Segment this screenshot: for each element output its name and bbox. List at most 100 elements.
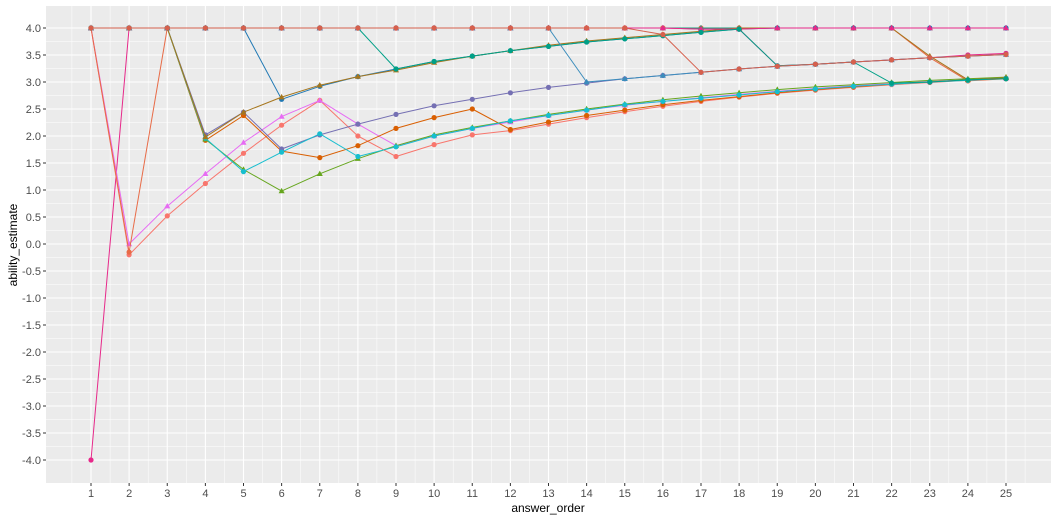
data-point xyxy=(278,113,285,119)
data-point xyxy=(316,97,323,103)
y-tick-label: -1.0 xyxy=(22,293,41,305)
y-tick-label: -4.0 xyxy=(22,455,41,467)
data-point xyxy=(240,139,247,145)
data-point xyxy=(621,75,628,81)
data-point xyxy=(469,53,475,59)
data-point xyxy=(964,24,971,31)
x-tick-label: 22 xyxy=(886,488,898,500)
data-point xyxy=(622,102,628,108)
data-point xyxy=(850,59,857,65)
data-point xyxy=(584,112,590,119)
data-point xyxy=(469,125,475,131)
data-point xyxy=(202,133,209,140)
data-point xyxy=(240,25,247,31)
data-point xyxy=(126,249,132,255)
data-point xyxy=(889,80,895,86)
data-point xyxy=(736,92,742,98)
data-point xyxy=(659,72,666,78)
data-point xyxy=(927,55,933,61)
y-tick-label: 4.0 xyxy=(26,23,41,35)
data-point xyxy=(850,24,857,31)
data-point xyxy=(888,24,895,31)
data-point xyxy=(316,170,323,176)
x-tick-label: 14 xyxy=(581,488,593,500)
y-tick-label: 1.0 xyxy=(26,185,41,197)
data-point xyxy=(698,95,704,101)
y-axis-ticks: -4.0 -3.5 -3.0 -2.5 -2.0 -1.5 -1.0 -0.5 0.0 0.5 1.… xyxy=(22,23,46,467)
data-point xyxy=(164,203,171,209)
data-point xyxy=(545,25,552,31)
data-point xyxy=(926,24,933,31)
y-tick-label: 0.5 xyxy=(26,212,41,224)
data-point xyxy=(469,132,475,138)
data-point xyxy=(240,109,247,115)
data-point xyxy=(659,24,666,31)
data-point xyxy=(736,26,742,32)
data-point xyxy=(240,169,247,175)
data-point xyxy=(507,25,513,31)
data-point xyxy=(774,63,780,69)
data-point xyxy=(812,24,819,31)
data-point xyxy=(698,69,704,75)
data-point xyxy=(622,36,628,42)
data-point xyxy=(316,82,323,88)
y-tick-label: -3.5 xyxy=(22,428,41,440)
data-point xyxy=(431,133,437,139)
grid-major xyxy=(46,6,1051,483)
data-point xyxy=(431,58,437,65)
data-point xyxy=(164,25,170,31)
data-point xyxy=(660,98,666,104)
data-point xyxy=(202,25,208,31)
data-point xyxy=(279,25,285,31)
y-tick-label: 2.5 xyxy=(26,104,41,116)
data-point xyxy=(431,115,437,121)
data-point xyxy=(774,89,780,95)
data-point xyxy=(622,107,628,113)
data-point xyxy=(431,142,437,148)
x-tick-label: 25 xyxy=(1000,488,1012,500)
data-point xyxy=(736,66,742,72)
x-tick-label: 1 xyxy=(88,488,94,500)
data-point xyxy=(393,111,399,117)
data-point xyxy=(583,78,590,85)
data-point xyxy=(278,93,285,100)
data-point xyxy=(202,170,209,176)
data-point xyxy=(469,106,475,112)
x-tick-label: 5 xyxy=(240,488,246,500)
data-point xyxy=(355,121,361,127)
data-point xyxy=(279,149,285,155)
x-tick-label: 10 xyxy=(428,488,440,500)
series-layer xyxy=(88,24,1009,463)
data-point xyxy=(927,79,933,85)
y-tick-label: 3.5 xyxy=(26,50,41,62)
data-point xyxy=(355,133,361,139)
data-point xyxy=(354,73,361,79)
data-point xyxy=(1003,76,1009,82)
x-tick-label: 17 xyxy=(695,488,707,500)
data-point xyxy=(545,84,552,90)
data-point xyxy=(279,122,285,128)
data-point xyxy=(393,144,399,150)
data-point xyxy=(889,57,895,63)
data-point xyxy=(469,96,475,102)
x-tick-label: 24 xyxy=(962,488,974,500)
data-point xyxy=(317,25,323,31)
data-point xyxy=(812,86,819,92)
data-point xyxy=(507,90,513,96)
data-point xyxy=(1003,24,1009,31)
data-point xyxy=(202,180,208,187)
data-point xyxy=(355,25,361,31)
data-point xyxy=(317,131,323,137)
data-point xyxy=(393,125,399,131)
y-axis-title: ability_estimate xyxy=(6,203,20,286)
x-tick-label: 13 xyxy=(542,488,554,500)
data-point xyxy=(88,457,94,463)
data-point xyxy=(431,103,437,109)
data-point xyxy=(469,25,475,31)
x-tick-label: 23 xyxy=(924,488,936,500)
y-tick-label: 1.5 xyxy=(26,158,41,170)
data-point xyxy=(812,61,819,67)
x-tick-label: 11 xyxy=(467,488,478,500)
data-point xyxy=(545,43,552,50)
